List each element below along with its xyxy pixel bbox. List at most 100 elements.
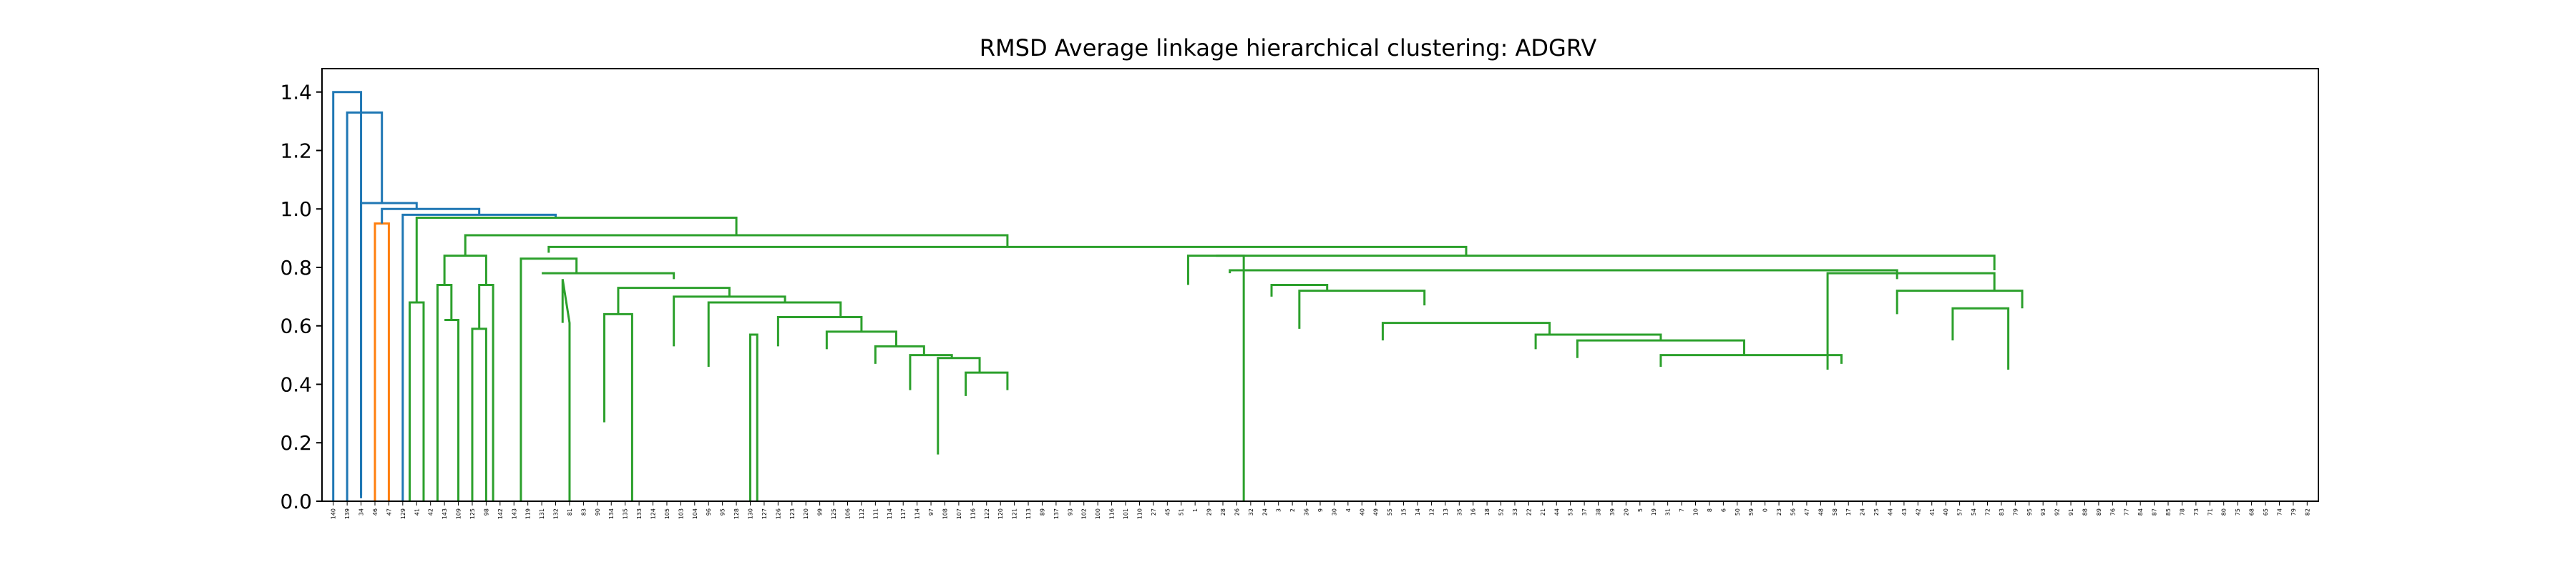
leaf-label: 53 [1568, 508, 1574, 516]
leaf-label: 142 [497, 508, 504, 519]
leaf-label: 59 [1748, 508, 1755, 516]
y-tick-label: 0.0 [280, 490, 312, 513]
y-tick-label: 0.4 [280, 373, 312, 396]
leaf-label: 97 [928, 508, 935, 516]
leaf-label: 8 [1707, 508, 1713, 512]
leaf-label: 133 [636, 508, 643, 519]
dendrogram-link [707, 301, 842, 367]
leaf-label: 103 [678, 508, 684, 519]
leaf-label: 123 [789, 508, 796, 519]
leaf-label: 17 [1845, 508, 1852, 516]
dendrogram-link [519, 257, 578, 501]
dendrogram-link [547, 245, 1468, 256]
leaf-label: 22 [1526, 508, 1532, 516]
leaf-label: 24 [1262, 508, 1268, 516]
dendrogram-link [1216, 255, 1996, 271]
leaf-label: 51 [1179, 508, 1185, 516]
leaf-label: 111 [872, 508, 879, 519]
leaf-label: 110 [1136, 508, 1143, 519]
leaf-label: 125 [831, 508, 837, 519]
leaf-label: 100 [1095, 508, 1101, 519]
leaf-label: 120 [997, 508, 1004, 519]
leaf-label: 49 [1373, 508, 1380, 516]
leaf-label: 98 [483, 508, 489, 516]
leaf-label: 95 [2026, 508, 2033, 516]
leaf-label: 93 [2040, 508, 2046, 516]
leaf-label: 114 [914, 508, 921, 519]
leaf-label: 0 [1762, 508, 1769, 512]
leaf-label: 3 [1276, 508, 1282, 512]
dendrogram-link [360, 202, 418, 498]
leaf-label: 143 [441, 508, 448, 519]
dendrogram-link [749, 333, 758, 501]
leaf-label: 140 [331, 508, 337, 519]
leaf-label: 107 [956, 508, 962, 519]
leaf-label: 77 [2124, 508, 2130, 516]
leaf-label: 14 [1415, 508, 1421, 516]
leaf-label: 132 [553, 508, 560, 519]
leaf-label: 112 [859, 508, 865, 519]
dendrogram-link [381, 207, 481, 224]
dendrogram-link [374, 222, 390, 501]
leaf-label: 42 [428, 508, 434, 516]
leaf-label: 73 [2193, 508, 2200, 516]
leaf-label: 105 [664, 508, 670, 519]
leaf-label: 20 [1623, 508, 1629, 516]
leaf-label: 87 [2152, 508, 2158, 516]
dendrogram-link [464, 234, 1009, 256]
leaf-label: 125 [469, 508, 476, 519]
dendrogram-link [1826, 272, 1996, 370]
leaf-label: 85 [2165, 508, 2172, 516]
leaf-label: 131 [539, 508, 545, 519]
leaf-label: 113 [1025, 508, 1032, 519]
leaf-label: 104 [692, 508, 698, 519]
leaf-label: 120 [803, 508, 809, 519]
leaf-label: 40 [1359, 508, 1365, 516]
dendrogram-link [937, 357, 981, 455]
leaf-label: 116 [970, 508, 976, 519]
leaf-label: 81 [567, 508, 573, 516]
leaf-label: 89 [2096, 508, 2102, 516]
leaf-label: 10 [1693, 508, 1699, 516]
leaf-label: 71 [2207, 508, 2213, 516]
leaf-label: 124 [650, 508, 657, 519]
dendrogram-link [1298, 290, 1426, 329]
leaf-label: 57 [1957, 508, 1963, 516]
leaf-label: 78 [2179, 508, 2185, 516]
leaf-label: 34 [358, 508, 365, 516]
leaf-label: 13 [1443, 508, 1449, 516]
leaf-label: 93 [1067, 508, 1073, 516]
leaf-label: 83 [1999, 508, 2005, 516]
x-axis: 140 139 34 46 47 129 41 42 143 109 125 98 142 143 119 1… [331, 501, 2311, 519]
leaf-label: 38 [1596, 508, 1602, 516]
leaf-label: 28 [1220, 508, 1226, 516]
leaf-label: 42 [1915, 508, 1921, 516]
leaf-label: 50 [1735, 508, 1741, 516]
leaf-label: 91 [2068, 508, 2074, 516]
leaf-label: 128 [733, 508, 740, 519]
leaf-label: 74 [2276, 508, 2283, 516]
plot-frame [321, 68, 2319, 502]
leaf-label: 122 [984, 508, 990, 519]
leaf-label: 58 [1832, 508, 1838, 516]
leaf-label: 18 [1484, 508, 1491, 516]
leaf-label: 16 [1470, 508, 1477, 516]
dendrogram-link [478, 284, 494, 501]
leaf-label: 121 [1012, 508, 1018, 519]
dendrogram-link [542, 272, 675, 280]
leaf-label: 39 [1609, 508, 1616, 516]
y-axis: 0.0 0.2 0.4 0.6 0.8 1.0 1.2 1.4 [280, 81, 322, 513]
y-tick-label: 0.8 [280, 256, 312, 280]
leaf-label: 21 [1540, 508, 1546, 516]
dendrogram-link [1659, 354, 1843, 367]
leaf-label: 102 [1081, 508, 1088, 519]
dendrogram-link [825, 330, 897, 350]
dendrogram-link [415, 216, 738, 303]
leaf-label: 24 [1860, 508, 1866, 516]
dendrogram-link [1186, 255, 1245, 501]
dendrogram-link [617, 287, 731, 315]
dendrogram-link [603, 312, 633, 501]
leaf-label: 109 [456, 508, 462, 519]
dendrogram-link [346, 111, 384, 501]
